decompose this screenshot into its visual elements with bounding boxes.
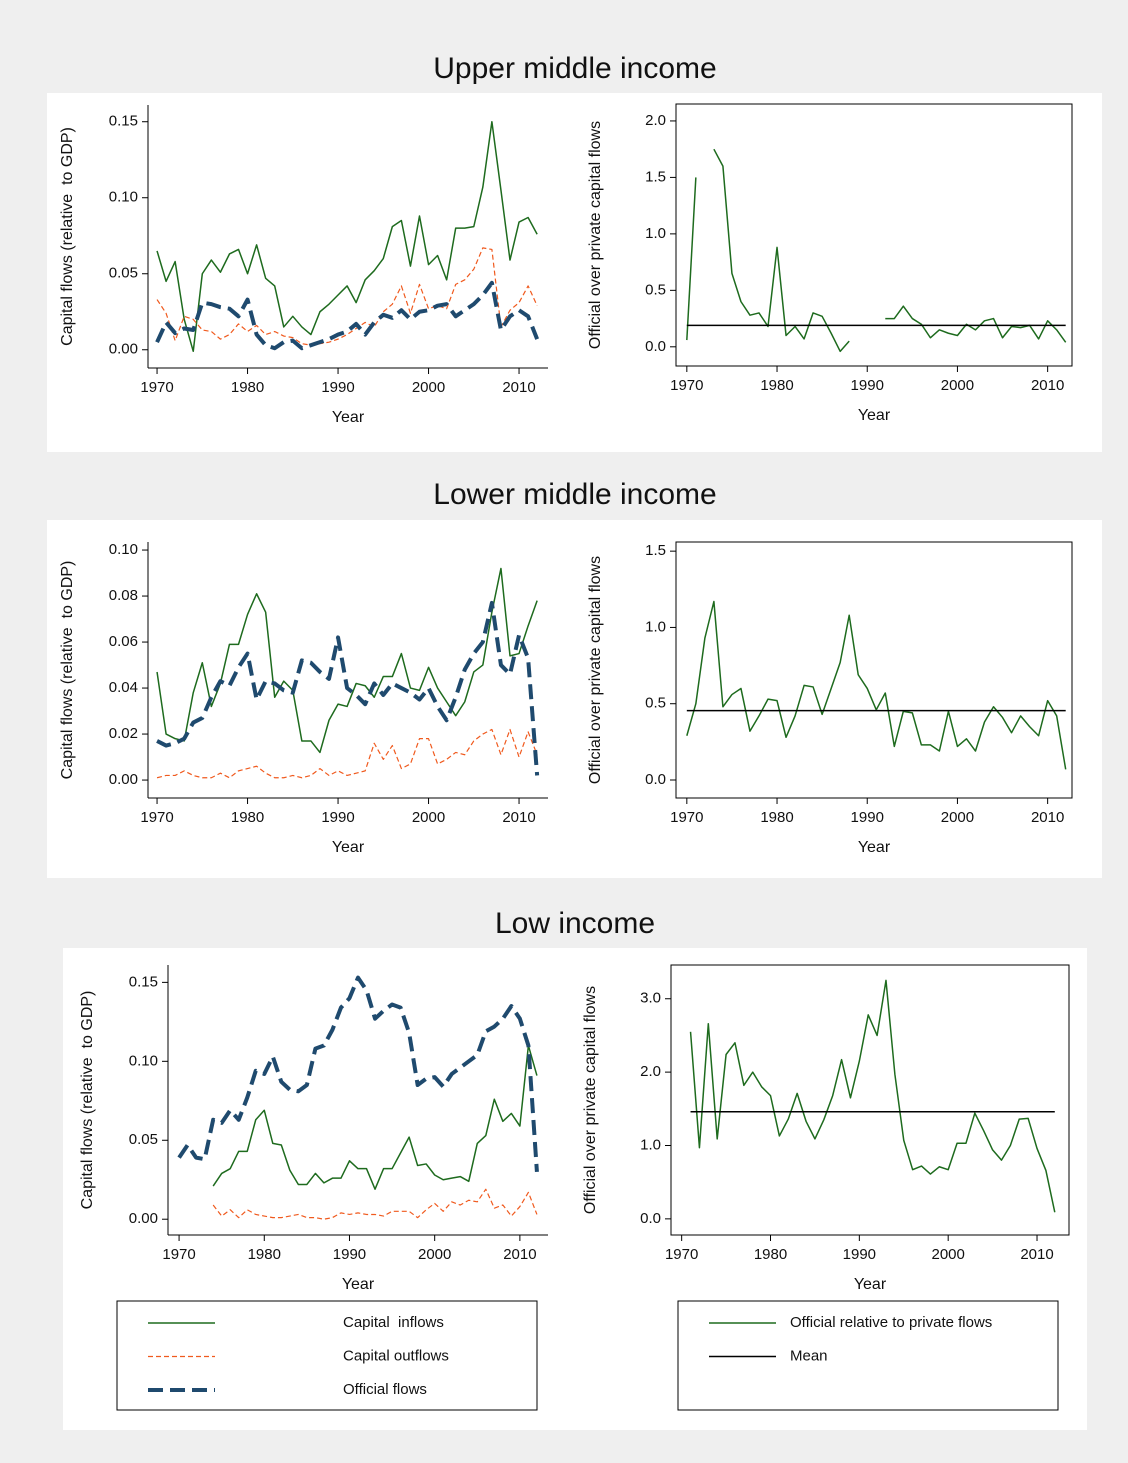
y-tick-label: 1.5 [645,542,666,559]
x-axis-title: Year [854,1276,887,1293]
section-title: Lower middle income [433,478,716,511]
y-tick-label: 2.0 [640,1063,661,1080]
x-tick-label: 1980 [231,379,264,396]
legend-label: Official relative to private flows [790,1314,992,1331]
y-axis-title: Capital flows (relative to GDP) [59,127,76,346]
x-tick-label: 2000 [941,377,974,394]
x-tick-label: 1970 [140,379,173,396]
x-tick-label: 1990 [851,377,884,394]
x-tick-label: 1990 [843,1246,876,1263]
y-tick-label: 0.04 [109,679,138,696]
series-line [212,1044,538,1190]
y-axis-title: Official over private capital flows [587,556,604,784]
x-tick-label: 1990 [321,809,354,826]
x-tick-label: 1980 [248,1246,281,1263]
series-line [689,979,1056,1213]
section-title: Low income [495,907,655,940]
y-tick-label: 0.0 [645,771,666,788]
section-title: Upper middle income [433,52,716,85]
y-tick-label: 0.5 [645,695,666,712]
x-axis-title: Year [332,409,365,426]
series-line [156,728,538,779]
series-line [155,280,539,351]
y-axis-title: Capital flows (relative to GDP) [79,991,96,1210]
x-tick-label: 2000 [412,379,445,396]
y-tick-label: 0.00 [109,341,138,358]
y-tick-label: 0.0 [645,338,666,355]
y-axis-title: Official over private capital flows [582,986,599,1214]
y-tick-label: 0.05 [109,265,138,282]
x-tick-label: 2010 [1020,1246,1053,1263]
legend-label: Official flows [343,1381,427,1398]
y-tick-label: 1.5 [645,168,666,185]
legend-box [116,1300,538,1411]
x-tick-label: 1980 [760,809,793,826]
plot-frame [675,541,1073,799]
y-tick-label: 0.5 [645,281,666,298]
legend-label: Mean [790,1347,828,1364]
legend-box [677,1300,1059,1411]
legend-label: Capital outflows [343,1347,449,1364]
x-tick-label: 2000 [941,809,974,826]
series-line [156,600,540,776]
legend-label: Capital inflows [343,1314,444,1331]
x-tick-label: 2000 [418,1246,451,1263]
y-axis-title: Capital flows (relative to GDP) [59,561,76,780]
x-tick-label: 2010 [502,809,535,826]
y-tick-label: 1.0 [640,1136,661,1153]
x-tick-label: 1970 [670,377,703,394]
y-tick-label: 1.0 [645,225,666,242]
x-tick-label: 2000 [412,809,445,826]
x-tick-label: 1970 [665,1246,698,1263]
panel [47,520,1102,878]
y-tick-label: 0.10 [109,189,138,206]
y-tick-label: 0.08 [109,587,138,604]
y-tick-label: 0.00 [129,1210,158,1227]
y-tick-label: 0.06 [109,633,138,650]
x-tick-label: 1970 [140,809,173,826]
x-tick-label: 2000 [931,1246,964,1263]
x-tick-label: 1970 [162,1246,195,1263]
x-axis-title: Year [342,1276,375,1293]
x-tick-label: 2010 [1031,809,1064,826]
y-tick-label: 0.15 [129,973,158,990]
y-tick-label: 0.10 [129,1052,158,1069]
y-tick-label: 0.02 [109,725,138,742]
y-tick-label: 3.0 [640,990,661,1007]
y-tick-label: 0.10 [109,541,138,558]
x-axis-title: Year [858,839,891,856]
y-tick-label: 0.05 [129,1131,158,1148]
series-line [212,1188,538,1220]
y-tick-label: 2.0 [645,112,666,129]
y-tick-label: 0.00 [109,771,138,788]
x-tick-label: 1980 [754,1246,787,1263]
x-axis-title: Year [858,407,891,424]
y-axis-title: Official over private capital flows [587,121,604,349]
plot-frame [670,964,1070,1236]
x-tick-label: 1990 [321,379,354,396]
x-tick-label: 2010 [1031,377,1064,394]
x-tick-label: 2010 [502,379,535,396]
panel [47,93,1102,452]
x-tick-label: 2010 [503,1246,536,1263]
y-tick-label: 1.0 [645,618,666,635]
y-tick-label: 0.0 [640,1210,661,1227]
x-tick-label: 1980 [231,809,264,826]
y-tick-label: 0.15 [109,113,138,130]
series-line [686,600,1067,770]
plot-frame [675,103,1073,367]
series-line [156,247,538,346]
series-line [177,975,539,1172]
x-axis-title: Year [332,839,365,856]
series-line [156,120,538,353]
x-tick-label: 1990 [851,809,884,826]
x-tick-label: 1970 [670,809,703,826]
x-tick-label: 1980 [760,377,793,394]
x-tick-label: 1990 [333,1246,366,1263]
